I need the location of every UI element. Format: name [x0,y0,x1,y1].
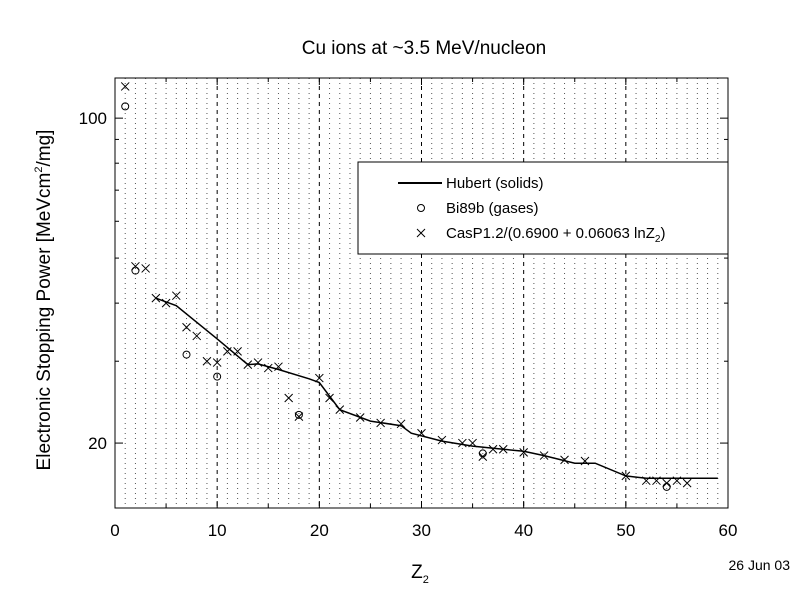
casp-data-point [151,293,161,303]
casp-series [120,82,692,488]
x-tick-label: 50 [616,521,635,540]
y-tick-label: 20 [88,434,107,453]
casp-data-point [396,419,406,429]
legend-box [357,161,729,255]
casp-data-point [223,347,232,356]
bi89b-data-point [131,266,140,275]
casp-data-point [202,356,212,366]
casp-data-point [171,291,181,301]
x-axis-label: Z2 [411,562,429,586]
axis-ticks: 0 10 20 30 40 50 60 20 100 [79,78,738,540]
legend: Hubert (solids) Bi89b (gases) CasP1.2/(0… [357,161,729,255]
casp-data-point [498,444,508,454]
hubert-solids-series [155,297,718,480]
legend-label-casp: CasP1.2/(0.6900 + 0.06063 lnZ2) [446,225,665,245]
casp-data-point [294,412,304,421]
bi89b-data-point [294,410,303,419]
date-stamp: 26 Jun 03 [729,557,791,573]
casp-data-point [539,451,549,460]
hubert-solids-line [155,297,718,480]
casp-data-point [672,476,682,486]
y-axis-label-main: Electronic Stopping Power [MeVcm [34,173,55,471]
bi89b-data-point [121,102,130,111]
casp-data-point [335,405,345,415]
x-tick-label: 40 [514,521,533,540]
bi89b-data-point [213,372,222,381]
casp-data-point [621,471,631,481]
legend-label-casp-tail: ) [660,225,665,242]
casp-data-point [325,393,334,403]
y-axis-label-superscript: 2 [33,167,45,173]
casp-data-point [641,476,651,486]
legend-x-symbol [416,228,426,238]
casp-data-point [437,435,447,445]
casp-data-point [314,373,324,383]
bi89b-gases-series [121,102,671,491]
casp-data-point [682,478,692,488]
chart-title: Cu ions at ~3.5 MeV/nucleon [302,38,547,59]
vertical-grid-lines [124,78,719,508]
casp-data-point [274,362,283,372]
y-axis-label-tail: /mg] [34,130,55,167]
casp-data-point [253,358,263,367]
y-tick-label: 100 [79,109,107,128]
casp-data-point [243,360,253,369]
casp-data-point [284,393,294,403]
casp-data-point [192,331,202,341]
x-tick-label: 10 [208,521,227,540]
casp-data-point [488,444,498,454]
bi89b-data-point [662,482,671,491]
casp-data-point [131,261,140,271]
y-axis-label: Electronic Stopping Power [MeVcm2/mg] [33,130,55,471]
casp-data-point [233,347,242,356]
casp-data-point [263,363,273,373]
casp-data-point [355,413,365,422]
legend-label-hubert: Hubert (solids) [446,175,544,192]
casp-data-point [161,298,171,308]
casp-data-point [141,264,151,273]
bi89b-data-point [182,350,191,359]
casp-data-point [120,82,130,91]
x-tick-label: 30 [412,521,431,540]
casp-data-point [580,456,590,466]
casp-data-point [182,322,191,332]
legend-label-casp-main: CasP1.2/(0.6900 + 0.06063 lnZ [446,225,655,242]
casp-data-point [478,452,488,461]
legend-circle-symbol [417,204,425,212]
casp-data-point [519,448,529,457]
legend-label-bi89b: Bi89b (gases) [446,200,539,217]
casp-data-point [652,476,661,486]
casp-data-point [468,438,477,448]
x-tick-label: 0 [110,521,119,540]
casp-data-point [212,358,222,367]
casp-data-point [417,428,426,438]
casp-data-point [662,478,672,488]
x-axis-label-subscript: 2 [423,574,429,586]
x-tick-label: 60 [719,521,738,540]
casp-data-point [458,438,467,448]
casp-data-point [560,455,569,465]
legend-label-casp-subscript: 2 [655,234,661,245]
x-tick-label: 20 [310,521,329,540]
x-axis-label-main: Z [411,562,423,583]
casp-data-point [376,418,385,428]
